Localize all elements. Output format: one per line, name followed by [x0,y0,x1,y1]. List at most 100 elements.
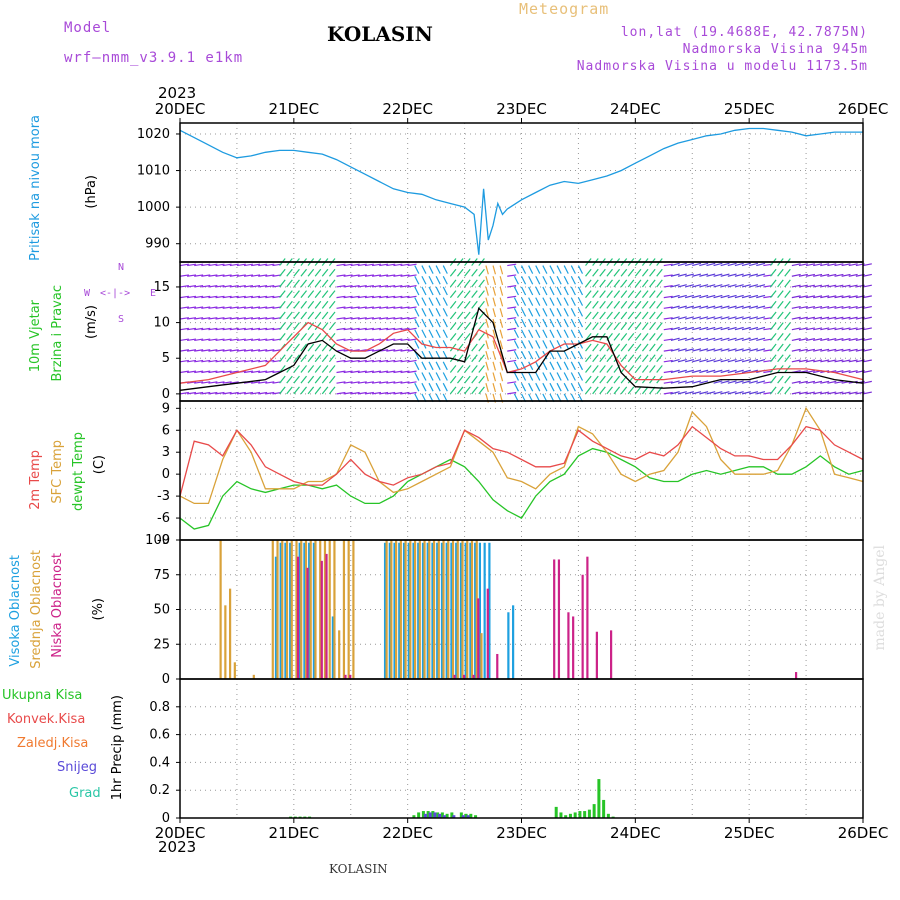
precip-bar [606,813,610,818]
wind-arrow [336,317,346,320]
wind-arrow [328,311,336,320]
wind-arrow [471,365,478,373]
wind-arrow [201,274,211,277]
wind-arrow [251,306,261,309]
wind-arrow [414,372,420,381]
wind-arrow [535,382,541,392]
wind-arrow [364,285,374,288]
wind-arrow [841,391,851,395]
cloud-bar [442,540,445,679]
wind-arrow [442,275,448,285]
wind-arrow [542,265,548,274]
precip-bar [461,815,465,818]
wind-arrow [179,306,189,309]
wind-arrow [563,265,569,274]
wind-arrow [734,391,744,395]
wind-arrow [314,322,322,331]
wind-arrow [570,318,576,328]
wind-arrow [421,275,427,285]
wind-arrow [187,370,197,374]
wind-arrow [478,290,485,299]
wind-arrow [862,327,872,331]
wind-arrow [265,263,275,267]
wind-arrow [258,317,268,320]
wind-arrow [513,308,520,317]
wind-arrow [699,391,709,395]
cloud-bar [409,540,412,679]
wind-arrow [627,268,635,277]
y-tick-label: 0.8 [149,700,170,715]
wind-arrow [464,311,471,320]
wind-arrow [243,295,254,299]
wind-arrow [179,317,189,320]
wind-arrow [684,294,695,299]
wind-arrow [265,274,275,277]
model-altitude: Nadmorska Visina u modelu 1173.5m [576,59,868,74]
wind-arrow [492,361,497,371]
wind-arrow [784,311,791,320]
wind-arrow [251,391,261,395]
wind-arrow [286,300,293,309]
wind-arrow [293,311,300,320]
wind-arrow [456,279,464,288]
wind-arrow [692,273,702,277]
wind-arrow [208,295,218,299]
wind-arrow [485,372,489,382]
wind-arrow [442,372,448,381]
wind-arrow [485,318,489,328]
wind-arrow [862,348,872,352]
wind-arrow [372,295,382,299]
x-tick-label-bottom: 24DEC [610,824,661,842]
wind-arrow [222,338,232,342]
wind-arrow [400,274,410,277]
wind-arrow [805,327,816,331]
wind-arrow [229,349,239,352]
wind-arrow [300,354,308,363]
wind-arrow [456,300,464,309]
wind-arrow [336,359,346,363]
wind-arrow [208,327,218,331]
wind-arrow [456,290,464,299]
wind-arrow [485,350,489,360]
wind-arrow [428,382,434,392]
wind-arrow [258,285,268,288]
wind-arrow [784,375,791,384]
wind-arrow [307,354,315,363]
cloud-bar [794,672,798,679]
wind-arrow [507,274,517,277]
wind-arrow [428,265,434,274]
compass-s: S [118,314,125,325]
wind-arrow [293,354,300,363]
wind-arrow [428,297,434,306]
wind-arrow [478,300,485,309]
wind-arrow [848,305,858,309]
wind-arrow [848,348,858,352]
wind-arrow [549,265,555,274]
wind-arrow [328,322,336,331]
wind-arrow [656,354,663,363]
wind-vectors [179,258,872,403]
wind-arrow [699,326,709,331]
wind-arrow [243,381,254,384]
wind-arrow [592,268,599,277]
wind-arrow [542,340,548,349]
wind-arrow [492,276,497,286]
y-tick-label: 50 [153,603,170,618]
wind-arrow [386,285,396,288]
y-tick-label: 0 [162,387,170,402]
wind-arrow [641,268,649,277]
wind-arrow [535,297,541,306]
wind-arrow [620,300,628,309]
wind-arrow [577,265,584,274]
wind-arrow [756,305,766,309]
wind-arrow [265,338,275,342]
y-tick-label: 10 [153,316,170,331]
wind-arrow [784,343,791,352]
wind-arrow [449,386,457,395]
wind-arrow [627,386,635,395]
precip-bar [445,813,449,818]
wind-arrow [343,359,353,363]
wind-arrow [848,263,858,267]
wind-arrow [357,370,367,374]
wind-arrow [741,294,751,299]
